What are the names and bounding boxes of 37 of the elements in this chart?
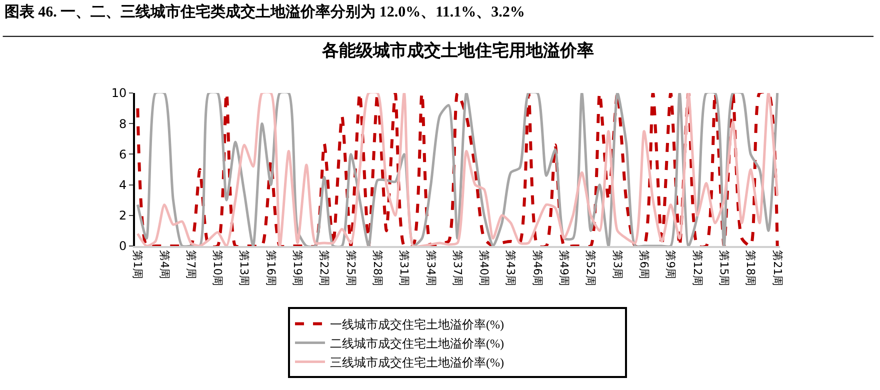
chart-title: 图表 46. 一、二、三线城市住宅类成交土地溢价率分别为 12.0%、11.1%、3.2% — [4, 2, 525, 20]
x-tick-label: 第28周 — [370, 250, 384, 286]
x-tick-label: 第43周 — [504, 250, 518, 286]
x-tick-label: 第10周 — [211, 250, 224, 286]
chart-subtitle: 各能级城市成交土地住宅用地溢价率 — [321, 41, 594, 60]
x-tick-label: 第6周 — [637, 250, 650, 280]
x-tick-label: 第19周 — [291, 250, 304, 286]
x-tick-label: 第16周 — [264, 250, 278, 286]
x-tick-label: 第34周 — [424, 250, 438, 286]
x-tick-label: 第13周 — [238, 250, 251, 286]
x-tick-label: 第12周 — [690, 250, 704, 286]
x-tick-label: 第4周 — [158, 250, 171, 280]
x-tick-label: 第18周 — [744, 250, 758, 286]
x-tick-label: 第46周 — [530, 250, 544, 286]
x-tick-label: 第22周 — [318, 250, 331, 286]
x-tick-label: 第21周 — [770, 250, 784, 286]
x-tick-label: 第3周 — [610, 250, 624, 280]
x-tick-label: 第37周 — [450, 250, 464, 286]
x-tick-label: 第40周 — [478, 250, 491, 286]
legend-label: 三线城市成交住宅土地溢价率(%) — [330, 355, 504, 370]
x-tick-label: 第52周 — [584, 250, 598, 286]
x-tick-label: 第15周 — [717, 250, 730, 286]
x-tick-label: 第49周 — [558, 250, 571, 286]
legend-label: 一线城市成交住宅土地溢价率(%) — [330, 317, 504, 332]
y-tick-label: 4 — [118, 178, 127, 192]
line-series — [136, 93, 779, 246]
y-tick-label: 6 — [118, 147, 127, 162]
x-tick-label: 第9周 — [664, 250, 678, 280]
x-tick-label: 第1周 — [131, 250, 144, 280]
x-tick-label: 第25周 — [344, 250, 358, 286]
y-tick-label: 0 — [118, 239, 127, 254]
y-tick-label: 10 — [111, 86, 127, 100]
legend-label: 二线城市成交住宅土地溢价率(%) — [330, 336, 504, 350]
x-tick-label: 第7周 — [184, 250, 198, 280]
y-tick-label: 8 — [118, 116, 127, 131]
y-tick-label: 2 — [118, 208, 127, 223]
x-tick-label: 第31周 — [398, 250, 411, 286]
